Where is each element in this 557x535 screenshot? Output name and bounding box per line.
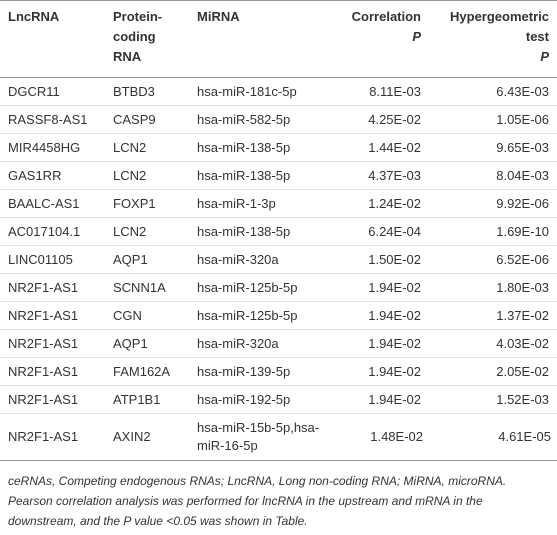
table-row: MIR4458HG LCN2 hsa-miR-138-5p 1.44E-02 9.65E… <box>0 133 557 162</box>
table-cell: 1.94E-02 <box>329 357 429 386</box>
table-cell: BTBD3 <box>105 77 189 106</box>
header-text: Hypergeometric test <box>450 9 549 44</box>
table-cell: LCN2 <box>105 133 189 162</box>
header-cell: Correlation P <box>329 0 429 78</box>
table-cell: hsa-miR-125b-5p <box>189 301 329 330</box>
table-cell: AQP1 <box>105 329 189 358</box>
table-cell: NR2F1-AS1 <box>0 357 105 386</box>
header-italic: P <box>540 49 549 64</box>
data-table: LncRNA Protein-coding RNA MiRNA Correlation… <box>0 0 557 461</box>
table-cell: CGN <box>105 301 189 330</box>
header-row: LncRNA Protein-coding RNA MiRNA Correlation… <box>0 0 557 78</box>
table-row: DGCR11 BTBD3 hsa-miR-181c-5p 8.11E-03 6.43E-… <box>0 77 557 106</box>
table-cell: 1.94E-02 <box>329 385 429 414</box>
header-cell: MiRNA <box>189 0 329 78</box>
table-cell: LCN2 <box>105 217 189 246</box>
table-cell: 1.94E-02 <box>329 273 429 302</box>
table-cell: 1.94E-02 <box>329 301 429 330</box>
table-cell: hsa-miR-138-5p <box>189 133 329 162</box>
table-cell: 6.43E-03 <box>429 77 557 106</box>
table-cell: SCNN1A <box>105 273 189 302</box>
table-row: NR2F1-AS1 AXIN2 hsa-miR-15b-5p,hsa-miR-16-… <box>0 413 557 461</box>
table-cell: hsa-miR-582-5p <box>189 105 329 134</box>
header-cell: Hypergeometric test P <box>429 0 557 78</box>
table-cell: BAALC-AS1 <box>0 189 105 218</box>
table-cell: AXIN2 <box>105 413 189 461</box>
table-cell: AQP1 <box>105 245 189 274</box>
table-cell: hsa-miR-139-5p <box>189 357 329 386</box>
table-cell: LINC01105 <box>0 245 105 274</box>
table-row: AC017104.1 LCN2 hsa-miR-138-5p 6.24E-04 1.69… <box>0 217 557 246</box>
table-cell: ATP1B1 <box>105 385 189 414</box>
table-cell: 8.11E-03 <box>329 77 429 106</box>
table-cell: 4.25E-02 <box>329 105 429 134</box>
table-cell: 9.92E-06 <box>429 189 557 218</box>
table-cell: hsa-miR-320a <box>189 329 329 358</box>
table-cell: 6.24E-04 <box>329 217 429 246</box>
table-cell: 2.05E-02 <box>429 357 557 386</box>
table-row: LINC01105 AQP1 hsa-miR-320a 1.50E-02 6.52E-0… <box>0 245 557 274</box>
table-cell: hsa-miR-125b-5p <box>189 273 329 302</box>
table-cell: RASSF8-AS1 <box>0 105 105 134</box>
table-row: BAALC-AS1 FOXP1 hsa-miR-1-3p 1.24E-02 9.92E-… <box>0 189 557 218</box>
table-cell: FOXP1 <box>105 189 189 218</box>
table-cell: NR2F1-AS1 <box>0 329 105 358</box>
header-italic: P <box>412 29 421 44</box>
table-cell: hsa-miR-320a <box>189 245 329 274</box>
table-cell: DGCR11 <box>0 77 105 106</box>
table-cell: 6.52E-06 <box>429 245 557 274</box>
table-cell: GAS1RR <box>0 161 105 190</box>
header-text: Protein-coding RNA <box>113 9 163 64</box>
table-cell: hsa-miR-1-3p <box>189 189 329 218</box>
table-cell: 1.37E-02 <box>429 301 557 330</box>
table-cell: 1.05E-06 <box>429 105 557 134</box>
table-cell: MIR4458HG <box>0 133 105 162</box>
table-cell: hsa-miR-138-5p <box>189 161 329 190</box>
table-cell: 1.80E-03 <box>429 273 557 302</box>
table-cell: 1.44E-02 <box>329 133 429 162</box>
table-cell: 1.24E-02 <box>329 189 429 218</box>
header-text: Correlation <box>351 9 421 24</box>
table-cell: LCN2 <box>105 161 189 190</box>
table-cell: NR2F1-AS1 <box>0 273 105 302</box>
table-cell: 1.94E-02 <box>329 329 429 358</box>
header-cell: LncRNA <box>0 0 105 78</box>
table-row: RASSF8-AS1 CASP9 hsa-miR-582-5p 4.25E-02 1.0… <box>0 105 557 134</box>
table-cell: NR2F1-AS1 <box>0 301 105 330</box>
table-cell: 4.37E-03 <box>329 161 429 190</box>
table-row: NR2F1-AS1 AQP1 hsa-miR-320a 1.94E-02 4.03E-0… <box>0 329 557 358</box>
table-row: NR2F1-AS1 FAM162A hsa-miR-139-5p 1.94E-02 2.… <box>0 357 557 386</box>
table-cell: 1.52E-03 <box>429 385 557 414</box>
table-cell: FAM162A <box>105 357 189 386</box>
table-row: NR2F1-AS1 CGN hsa-miR-125b-5p 1.94E-02 1.37E… <box>0 301 557 330</box>
footnote: ceRNAs, Competing endogenous RNAs; LncRN… <box>8 474 507 528</box>
table-cell: 4.03E-02 <box>429 329 557 358</box>
table-cell: hsa-miR-15b-5p,hsa-miR-16-5p <box>189 413 329 461</box>
table-cell: 1.69E-10 <box>429 217 557 246</box>
table-cell: hsa-miR-181c-5p <box>189 77 329 106</box>
table-row: NR2F1-AS1 SCNN1A hsa-miR-125b-5p 1.94E-02 1.… <box>0 273 557 302</box>
header-cell: Protein-coding RNA <box>105 0 189 78</box>
table-cell: 1.50E-02 <box>329 245 429 274</box>
header-text: LncRNA <box>8 9 60 24</box>
table-body: DGCR11 BTBD3 hsa-miR-181c-5p 8.11E-03 6.43E-… <box>0 77 557 461</box>
table-cell: NR2F1-AS1 <box>0 385 105 414</box>
table-cell: 8.04E-03 <box>429 161 557 190</box>
table-cell: AC017104.1 <box>0 217 105 246</box>
table-cell: CASP9 <box>105 105 189 134</box>
table-cell: 1.48E-02 <box>329 413 429 461</box>
table-cell: 9.65E-03 <box>429 133 557 162</box>
table-cell: 4.61E-05 <box>429 413 557 461</box>
header-text: MiRNA <box>197 9 240 24</box>
table-cell: hsa-miR-138-5p <box>189 217 329 246</box>
table-row: NR2F1-AS1 ATP1B1 hsa-miR-192-5p 1.94E-02 1.5… <box>0 385 557 414</box>
table-cell: NR2F1-AS1 <box>0 413 105 461</box>
table-row: GAS1RR LCN2 hsa-miR-138-5p 4.37E-03 8.04E-03 <box>0 161 557 190</box>
table-cell: hsa-miR-192-5p <box>189 385 329 414</box>
